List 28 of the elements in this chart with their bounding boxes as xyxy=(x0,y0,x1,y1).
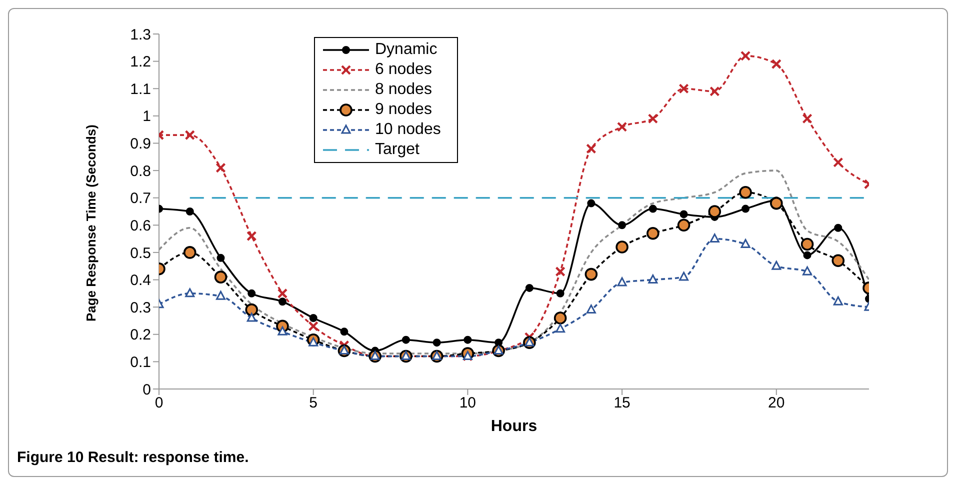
y-tick-label: 1.1 xyxy=(130,80,151,98)
y-axis-title: Page Response Time (Seconds) xyxy=(84,124,99,322)
y-tick-label: 0.7 xyxy=(130,190,151,208)
y-tick-label: 1.3 xyxy=(130,26,151,44)
x-tick-label: 5 xyxy=(309,394,318,412)
x-tick-label: 10 xyxy=(459,394,476,412)
legend-label: 10 nodes xyxy=(375,120,441,140)
y-tick-label: 0.1 xyxy=(130,354,151,372)
y-tick-label: 0.4 xyxy=(130,272,151,290)
y-tick-label: 0 xyxy=(142,381,151,398)
y-tick-label: 0.8 xyxy=(130,162,151,180)
legend-label: Dynamic xyxy=(375,40,438,60)
legend-label: 8 nodes xyxy=(375,80,432,100)
x-tick-label: 20 xyxy=(768,394,785,412)
y-tick-label: 0.3 xyxy=(130,299,151,316)
y-tick-label: 1.2 xyxy=(130,54,151,71)
y-tick-label: 1 xyxy=(142,108,151,126)
x-axis-title: Hours xyxy=(490,418,538,435)
y-tick-label: 0.5 xyxy=(130,244,151,262)
y-tick-label: 0.6 xyxy=(130,217,151,234)
legend-label: Target xyxy=(375,140,420,160)
y-tick-label: 0.2 xyxy=(130,326,151,344)
x-tick-label: 15 xyxy=(614,394,630,412)
x-tick-label: 0 xyxy=(154,394,164,412)
legend-label: 6 nodes xyxy=(375,60,432,80)
y-tick-label: 0.9 xyxy=(130,136,151,153)
caption: Figure 10 Result: response time. xyxy=(16,449,250,468)
legend-label: 9 nodes xyxy=(375,100,432,120)
